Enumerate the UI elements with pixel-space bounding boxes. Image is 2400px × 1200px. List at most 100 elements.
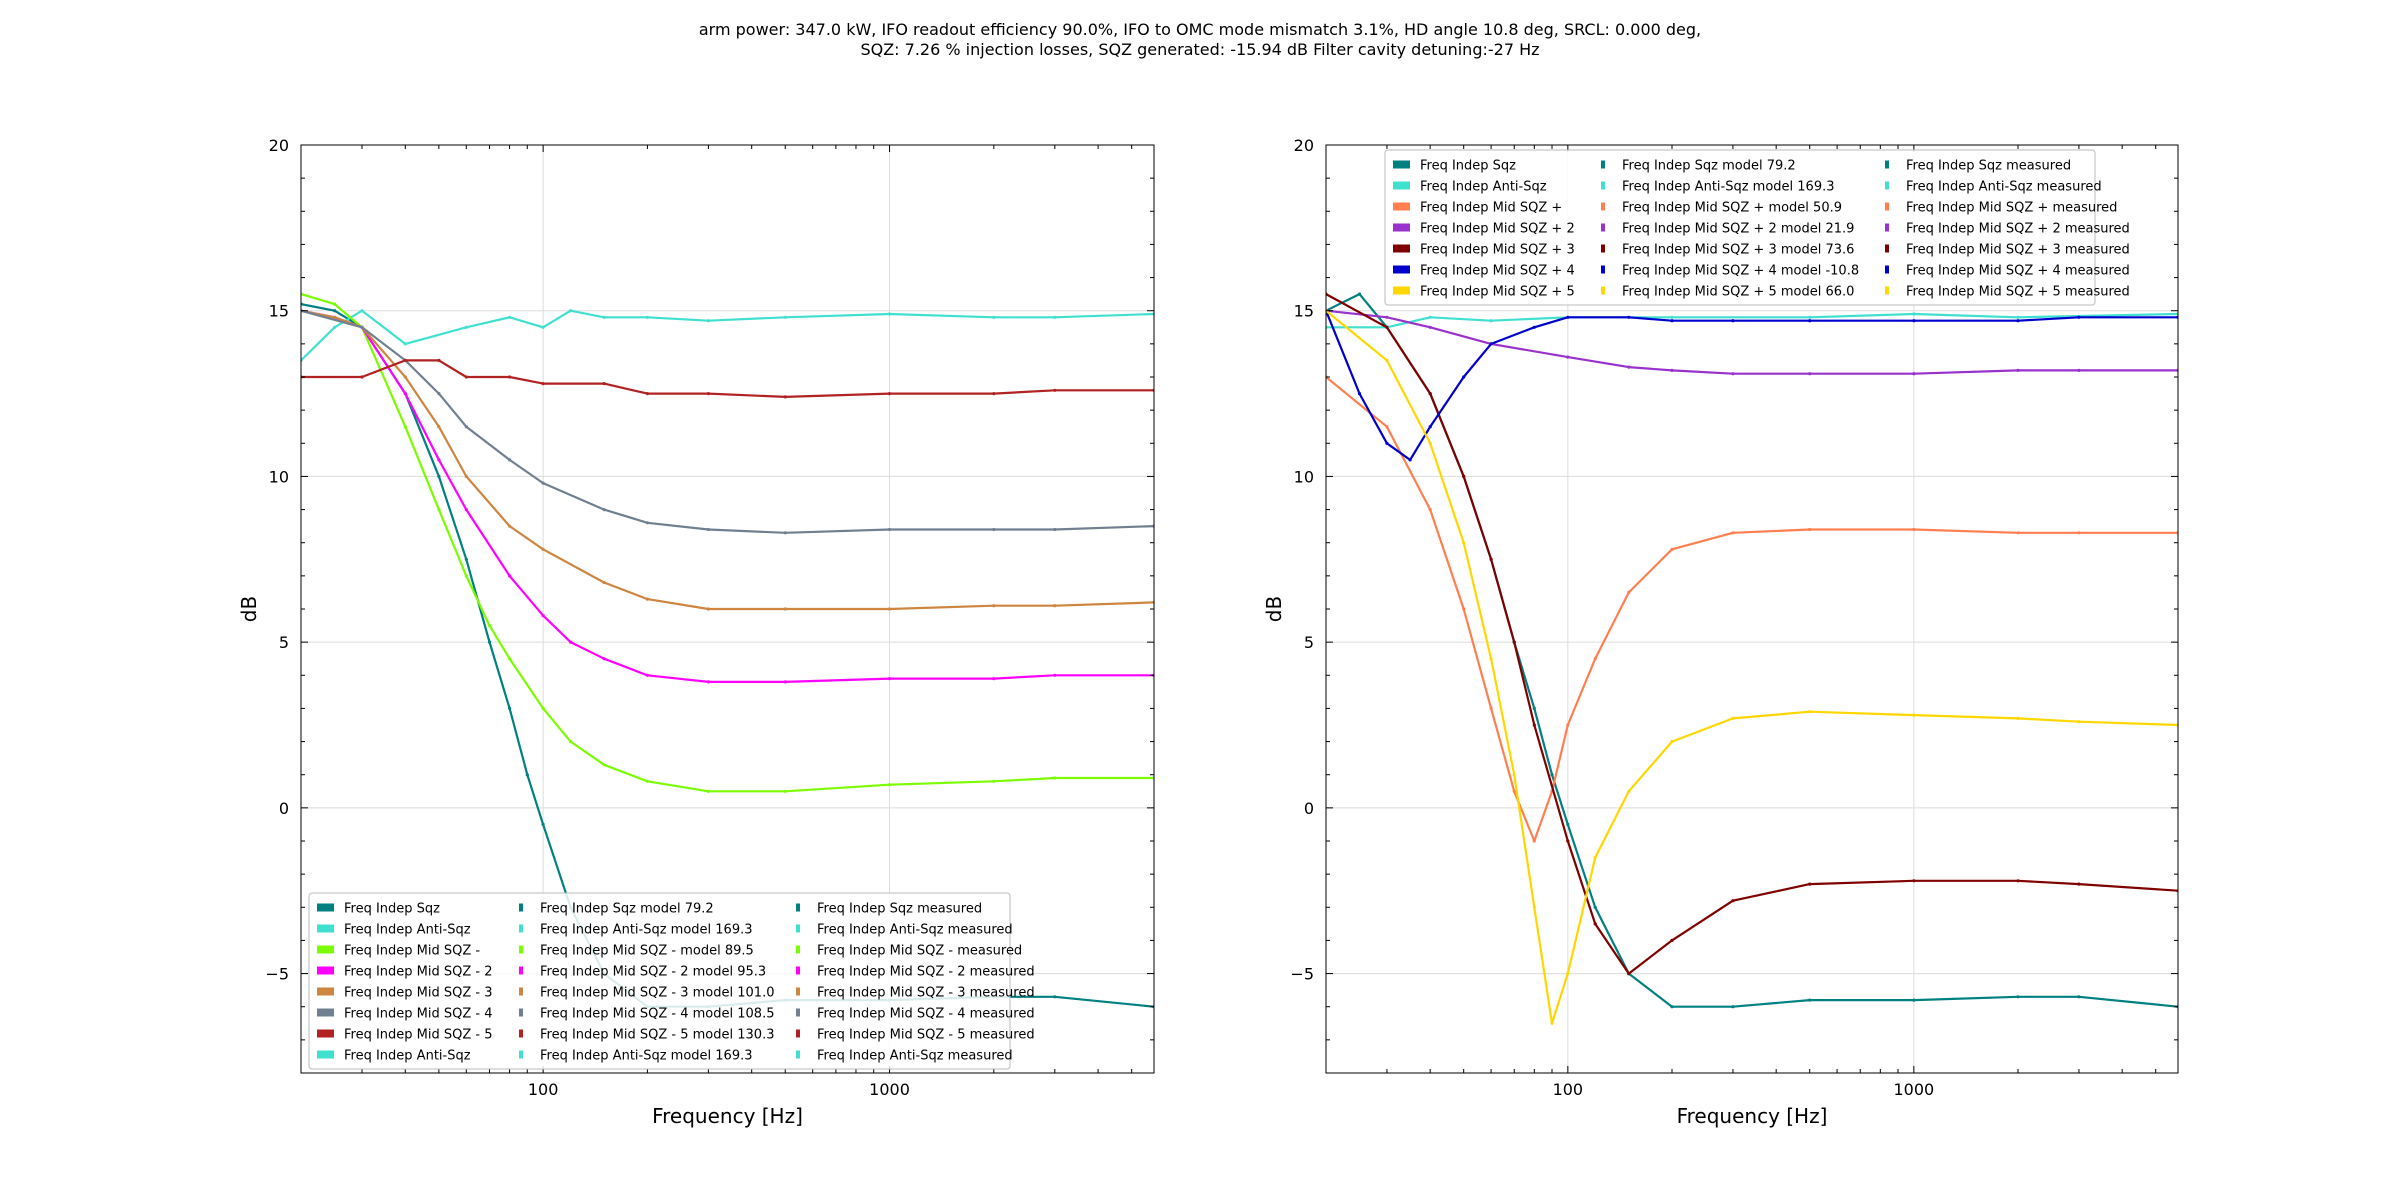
- y-tick-label: 0: [1304, 799, 1314, 818]
- legend-label: Freq Indep Anti-Sqz model 169.3: [540, 1049, 753, 1064]
- legend-label: Freq Indep Sqz model 79.2: [540, 902, 714, 917]
- series-group: [1326, 292, 2178, 1025]
- data-point: [1627, 315, 1631, 319]
- data-point: [464, 508, 468, 512]
- data-point: [1593, 657, 1597, 661]
- data-point: [645, 673, 650, 677]
- data-point: [1489, 557, 1493, 561]
- data-point: [2016, 319, 2020, 323]
- data-point: [1731, 319, 1735, 323]
- data-point: [1912, 713, 1916, 717]
- legend-swatch: [1393, 286, 1410, 295]
- data-point: [2077, 995, 2081, 999]
- data-point: [541, 822, 545, 827]
- data-point: [437, 458, 441, 462]
- legend-label: Freq Indep Sqz: [1420, 159, 1516, 174]
- data-point: [1627, 365, 1631, 369]
- data-point: [706, 680, 711, 684]
- x-tick-label: 100: [1553, 1080, 1584, 1099]
- data-point: [887, 392, 892, 396]
- legend-label: Freq Indep Mid SQZ - 3: [344, 986, 493, 1001]
- data-point: [1808, 319, 1812, 323]
- legend-swatch: [519, 1050, 523, 1059]
- data-point: [645, 521, 650, 525]
- legend-label: Freq Indep Mid SQZ - 4 model 108.5: [540, 1007, 774, 1022]
- legend-swatch: [519, 1008, 523, 1017]
- y-tick-label: −5: [1290, 965, 1314, 984]
- data-point: [437, 474, 441, 478]
- legend-label: Freq Indep Anti-Sqz model 169.3: [540, 923, 753, 938]
- y-tick-label: 15: [269, 302, 289, 321]
- data-point: [1489, 657, 1493, 661]
- legend-label: Freq Indep Mid SQZ - measured: [817, 944, 1022, 959]
- data-point: [645, 779, 650, 783]
- data-point: [1385, 425, 1389, 429]
- legend-swatch: [796, 945, 800, 954]
- data-point: [1808, 527, 1812, 532]
- data-point: [1357, 292, 1362, 296]
- data-point: [602, 657, 606, 661]
- data-point: [2077, 531, 2081, 535]
- data-point: [2077, 882, 2081, 886]
- data-point: [569, 309, 573, 313]
- legend-swatch: [317, 903, 334, 912]
- data-point: [706, 527, 711, 532]
- data-point: [992, 527, 996, 532]
- legend-label: Freq Indep Mid SQZ + 2 model 21.9: [1622, 222, 1854, 237]
- data-point: [2077, 368, 2081, 372]
- legend-label: Freq Indep Mid SQZ - model 89.5: [540, 944, 754, 959]
- data-point: [541, 614, 545, 618]
- data-point: [1912, 319, 1916, 323]
- data-point: [1566, 822, 1570, 827]
- legend-swatch: [317, 1008, 334, 1017]
- legend-label: Freq Indep Mid SQZ - 4 measured: [817, 1007, 1035, 1022]
- data-point: [1627, 789, 1631, 793]
- data-point: [992, 677, 996, 681]
- legend-label: Freq Indep Mid SQZ + 3 model 73.6: [1622, 243, 1854, 258]
- data-point: [1566, 315, 1570, 319]
- series-line-7: [1326, 309, 2178, 1025]
- data-point: [1408, 458, 1412, 462]
- data-point: [360, 325, 364, 329]
- legend-label: Freq Indep Anti-Sqz measured: [1906, 180, 2102, 195]
- data-point: [1670, 319, 1674, 323]
- data-point: [706, 392, 711, 396]
- data-point: [1912, 527, 1916, 532]
- legend-label: Freq Indep Sqz measured: [817, 902, 982, 917]
- data-point: [1385, 358, 1389, 362]
- data-point: [541, 706, 545, 711]
- data-point: [333, 302, 337, 306]
- data-point: [1566, 972, 1570, 976]
- data-point: [1489, 342, 1493, 346]
- data-point: [992, 392, 996, 396]
- legend-swatch: [1885, 160, 1889, 169]
- chart-2: 100 1000 −5 0 5 10 15 20 Frequency [Hz] dB Freq In…: [1262, 136, 2179, 1128]
- data-point: [333, 309, 337, 313]
- legend-swatch: [1885, 202, 1889, 211]
- data-point: [1462, 607, 1466, 611]
- data-point: [992, 315, 996, 319]
- data-point: [2077, 315, 2081, 319]
- data-point: [464, 574, 468, 578]
- legend-label: Freq Indep Mid SQZ - 5: [344, 1028, 493, 1043]
- data-point: [541, 325, 545, 329]
- data-point: [2016, 716, 2020, 721]
- data-point: [1385, 315, 1389, 319]
- legend-label: Freq Indep Sqz: [344, 902, 440, 917]
- x-axis-label: Frequency [Hz]: [652, 1104, 803, 1128]
- legend-swatch: [519, 966, 523, 975]
- data-point: [1912, 998, 1916, 1002]
- legend-swatch: [1885, 265, 1889, 274]
- legend-box: [308, 892, 1011, 1070]
- data-point: [1512, 640, 1516, 644]
- legend-swatch: [1601, 244, 1605, 253]
- data-point: [1670, 1005, 1674, 1009]
- data-point: [487, 640, 492, 644]
- legend-label: Freq Indep Sqz model 79.2: [1622, 159, 1796, 174]
- legend-label: Freq Indep Anti-Sqz: [1420, 180, 1547, 195]
- data-point: [1670, 547, 1674, 551]
- legend-swatch: [1601, 223, 1605, 232]
- data-point: [1550, 773, 1554, 777]
- legend-label: Freq Indep Mid SQZ - 5 measured: [817, 1028, 1035, 1043]
- data-point: [1462, 474, 1466, 478]
